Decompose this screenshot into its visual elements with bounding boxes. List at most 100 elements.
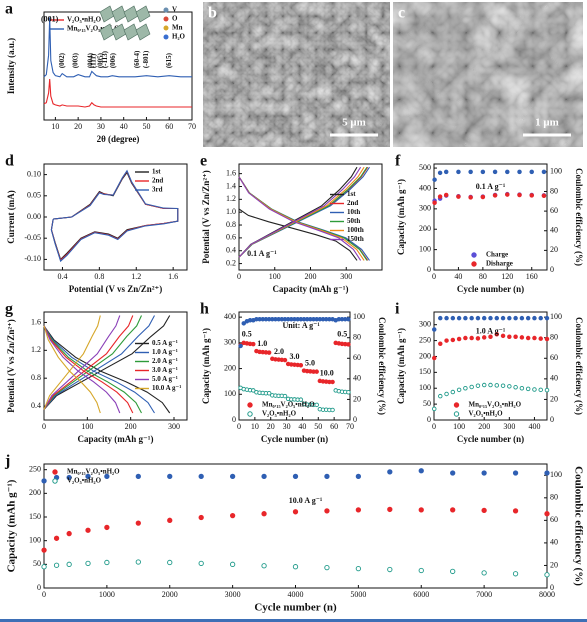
y-tick-label: 50 xyxy=(33,559,41,568)
y2-tick-label: 0 xyxy=(550,265,554,274)
data-point xyxy=(418,507,424,513)
x-axis-label: Potential (V vs Zn/Zn²⁺) xyxy=(69,284,163,294)
y2-tick-label: 40 xyxy=(550,538,558,547)
data-point xyxy=(505,192,510,197)
annotation: (001) xyxy=(41,14,59,23)
data-point xyxy=(494,315,500,321)
y-tick-label: 1.0 xyxy=(226,207,236,216)
scale-bar-label: 5 μm xyxy=(342,117,366,129)
data-point xyxy=(437,194,443,199)
annotation: Unit: A g⁻¹ xyxy=(283,321,321,330)
series-line xyxy=(43,78,192,108)
y-tick-label: 300 xyxy=(224,338,236,347)
y-tick-label: 0.8 xyxy=(226,220,236,229)
data-point xyxy=(517,192,522,198)
panel-label: h xyxy=(200,301,209,318)
peak-label: (615) xyxy=(165,52,173,68)
data-point xyxy=(292,564,299,570)
inset-structure xyxy=(123,23,139,41)
y-tick-label: -0.05 xyxy=(24,233,41,242)
y2-tick-label: 20 xyxy=(353,394,361,403)
legend-label: Mn₀.₁₅V₂O₅•nH₂O xyxy=(262,401,315,409)
legend-label: 5.0 A g⁻¹ xyxy=(152,375,178,383)
peak-label: (005) xyxy=(97,52,105,68)
data-point xyxy=(494,331,500,337)
plot-frame xyxy=(43,311,188,421)
x-tick-label: 200 xyxy=(125,422,137,431)
data-point xyxy=(463,385,468,391)
legend-swatch xyxy=(52,469,58,475)
data-point xyxy=(525,315,531,321)
data-point xyxy=(544,572,550,578)
data-point xyxy=(261,511,267,517)
y-tick-label: 400 xyxy=(419,183,431,192)
y2-tick-label: 100 xyxy=(353,312,365,321)
x-tick-label: 300 xyxy=(503,422,515,431)
data-point xyxy=(544,387,550,393)
data-point xyxy=(292,473,299,480)
inset-legend-dot xyxy=(163,25,169,31)
series-line xyxy=(43,315,134,414)
y-tick-label: 0.00 xyxy=(27,212,41,221)
data-point xyxy=(519,335,525,340)
data-point xyxy=(538,387,543,393)
data-point xyxy=(468,195,473,200)
data-point xyxy=(532,315,537,321)
data-point xyxy=(544,470,550,476)
data-point xyxy=(469,335,474,341)
data-point xyxy=(266,350,272,355)
panel-label: g xyxy=(5,301,13,318)
legend-label: Mn₀.₁₅V₂O₅•nH₂O xyxy=(67,25,120,33)
data-point xyxy=(481,507,487,514)
x-tick-label: 10 xyxy=(51,122,59,131)
data-point xyxy=(238,343,243,349)
x-axis-label: Cycle number (n) xyxy=(261,434,328,444)
data-point xyxy=(517,169,522,175)
inset-legend-label: O xyxy=(172,15,178,23)
x-tick-label: 100 xyxy=(81,422,93,431)
x-tick-label: 6000 xyxy=(413,590,429,599)
x-tick-label: 50 xyxy=(142,122,150,131)
legend-label: 2nd xyxy=(347,199,358,207)
data-point xyxy=(481,315,487,321)
data-point xyxy=(437,170,443,176)
x-axis-label: 2θ (degree) xyxy=(97,134,140,144)
y-tick-label: 100 xyxy=(419,244,431,253)
data-point xyxy=(544,511,550,517)
x-tick-label: 40 xyxy=(120,122,128,131)
data-point xyxy=(450,389,456,395)
data-point xyxy=(507,384,512,389)
x-tick-label: 1.6 xyxy=(168,272,178,281)
panel-label: f xyxy=(395,153,401,170)
y-tick-label: 1.6 xyxy=(226,168,236,177)
data-point xyxy=(500,383,506,388)
data-point xyxy=(513,315,518,321)
data-point xyxy=(456,169,461,175)
legend-label: 150th xyxy=(347,235,364,243)
x-tick-label: 300 xyxy=(168,422,180,431)
y2-tick-label: 100 xyxy=(550,470,562,479)
y-tick-label: 150 xyxy=(29,512,41,521)
data-point xyxy=(513,334,518,340)
x-axis-label: Capacity (mAh g⁻¹) xyxy=(273,284,349,294)
x-tick-label: 60 xyxy=(165,122,173,131)
legend-label: 100th xyxy=(347,226,364,234)
data-point xyxy=(261,473,267,480)
x-tick-label: 100 xyxy=(269,272,281,281)
data-point xyxy=(41,478,47,484)
legend-label: 2nd xyxy=(152,177,163,185)
legend-label: V₂O₅•nH₂O xyxy=(262,410,297,418)
y-tick-label: 250 xyxy=(419,335,431,344)
data-point xyxy=(229,473,236,480)
data-point xyxy=(525,386,531,392)
y-tick-label: 0 xyxy=(37,583,41,592)
inset-legend-dot xyxy=(163,16,169,22)
data-point xyxy=(488,315,493,321)
data-point xyxy=(519,385,525,391)
x-tick-label: 30 xyxy=(97,122,105,131)
data-point xyxy=(463,315,468,321)
chart-panel: d 0.4 0.8 1.2 1.6 -0.10 -0.05 0.00 0.05 0.10 Poten… xyxy=(5,153,188,294)
data-point xyxy=(500,333,506,339)
y-tick-label: 400 xyxy=(224,312,236,321)
data-point xyxy=(229,561,236,567)
